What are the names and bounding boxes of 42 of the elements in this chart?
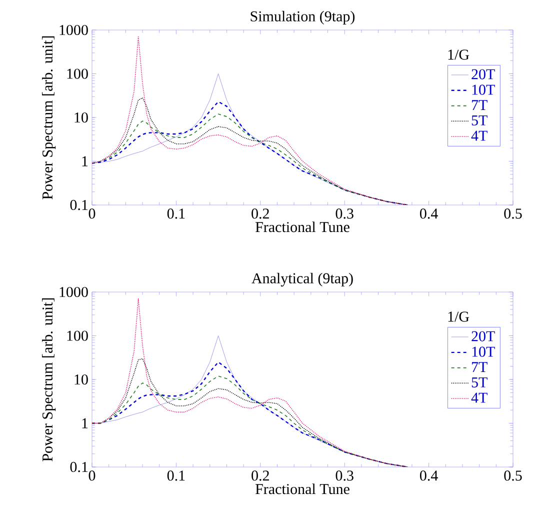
chart-title: Simulation (9tap) bbox=[250, 10, 355, 24]
legend-label: 4T bbox=[471, 392, 488, 403]
legend-title: 1/G bbox=[448, 50, 470, 60]
x-tick-label: 0.3 bbox=[336, 470, 354, 481]
x-tick-label: 0 bbox=[88, 208, 96, 219]
legend-title: 1/G bbox=[448, 312, 470, 322]
x-tick-label: 0.2 bbox=[252, 470, 269, 481]
y-tick-label: 10 bbox=[74, 374, 88, 385]
x-tick-label: 0.2 bbox=[252, 208, 269, 219]
legend-label: 10T bbox=[472, 84, 495, 95]
y-tick-label: 100 bbox=[67, 68, 88, 79]
legend-label: 7T bbox=[472, 100, 488, 110]
y-tick-label: 0.1 bbox=[70, 200, 88, 210]
y-axis-title: Power Spectrum [arb. unit] bbox=[42, 36, 56, 200]
line-series bbox=[92, 298, 408, 467]
legend-label: 20T bbox=[472, 331, 495, 342]
x-tick-label: 0.1 bbox=[167, 208, 185, 219]
y-tick-label: 10 bbox=[74, 112, 88, 123]
legend-label: 4T bbox=[471, 130, 488, 141]
y-tick-label: 1000 bbox=[60, 24, 88, 36]
legend-label: 10T bbox=[472, 346, 495, 357]
y-tick-label: 1000 bbox=[60, 286, 88, 298]
y-tick-label: 0.1 bbox=[70, 462, 88, 472]
x-tick-label: 0.4 bbox=[420, 470, 438, 481]
x-tick-label: 0.5 bbox=[504, 470, 522, 481]
y-tick-label: 100 bbox=[67, 330, 88, 341]
line-series bbox=[92, 36, 408, 205]
x-tick-label: 0.5 bbox=[504, 208, 522, 219]
legend-label: 5T bbox=[472, 115, 488, 126]
x-tick-label: 0.4 bbox=[420, 208, 438, 219]
chart-title: Analytical (9tap) bbox=[252, 272, 353, 286]
x-axis-title: Fractional Tune bbox=[256, 222, 350, 232]
legend-label: 20T bbox=[472, 69, 495, 80]
x-axis-title: Fractional Tune bbox=[256, 484, 350, 494]
x-tick-label: 0.1 bbox=[167, 470, 185, 481]
x-tick-label: 0 bbox=[88, 470, 96, 481]
y-tick-label: 1 bbox=[82, 418, 88, 428]
legend-label: 5T bbox=[472, 377, 488, 388]
y-axis-title: Power Spectrum [arb. unit] bbox=[42, 298, 56, 462]
x-tick-label: 0.3 bbox=[336, 208, 354, 219]
y-tick-label: 1 bbox=[82, 156, 88, 166]
legend-label: 7T bbox=[472, 362, 488, 372]
